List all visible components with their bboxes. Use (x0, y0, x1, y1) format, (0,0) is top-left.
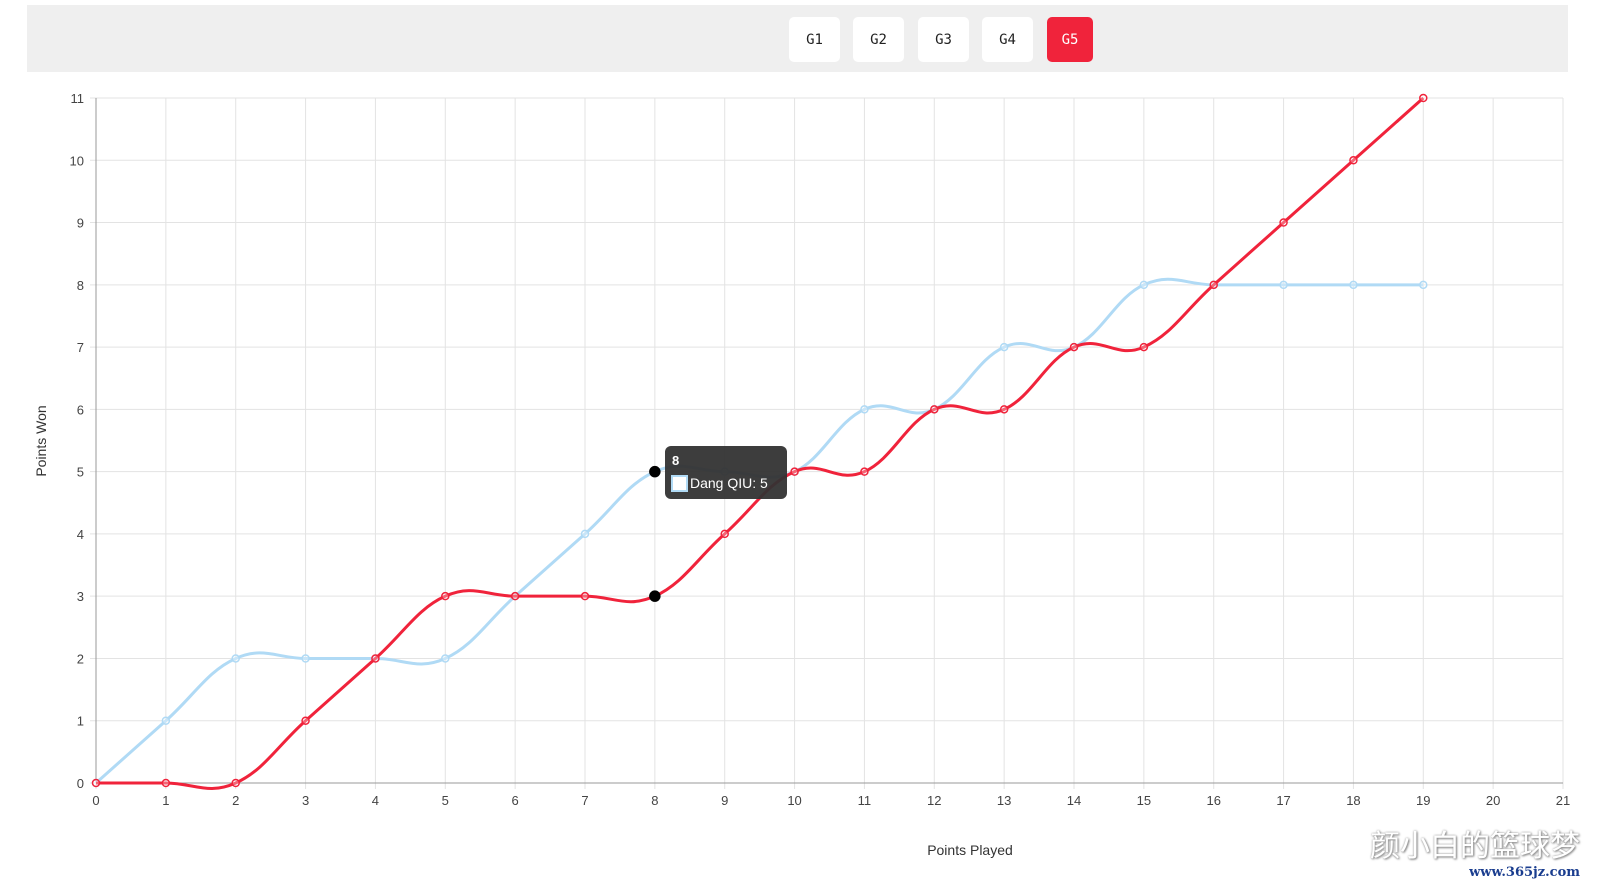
data-point[interactable] (580, 529, 590, 539)
game-5-button[interactable]: G5 (1047, 17, 1093, 62)
x-tick-label: 0 (92, 793, 99, 808)
x-tick-label: 17 (1276, 793, 1290, 808)
data-point[interactable] (580, 591, 590, 601)
y-tick-label: 11 (71, 91, 85, 106)
x-tick-label: 2 (232, 793, 239, 808)
game-3-button[interactable]: G3 (918, 17, 969, 62)
y-tick-label: 6 (77, 402, 84, 417)
data-point[interactable] (860, 467, 869, 476)
watermark: 颜小白的篮球梦 www.365jz.com (1370, 821, 1580, 880)
data-point[interactable] (161, 716, 171, 725)
y-tick-label: 3 (77, 589, 84, 604)
y-tick-label: 1 (77, 714, 84, 729)
series-line-0 (95, 277, 1424, 785)
x-tick-label: 18 (1346, 793, 1360, 808)
data-point[interactable] (301, 716, 310, 725)
x-tick-label: 8 (651, 793, 658, 808)
data-point[interactable] (91, 778, 101, 788)
data-point[interactable] (231, 654, 240, 663)
data-point[interactable] (1209, 280, 1218, 290)
x-tick-label: 15 (1137, 793, 1151, 808)
x-tick-label: 10 (787, 793, 801, 808)
x-tick-label: 5 (442, 793, 449, 808)
data-point[interactable] (999, 405, 1009, 414)
x-tick-label: 6 (512, 793, 519, 808)
x-tick-label: 4 (372, 793, 379, 808)
x-tick-label: 1 (162, 793, 169, 808)
data-point[interactable] (371, 654, 380, 663)
x-tick-label: 11 (858, 793, 872, 808)
data-point[interactable] (441, 591, 450, 601)
tooltip: 8 Dang QIU: 5 (665, 446, 787, 499)
data-point[interactable] (999, 342, 1009, 352)
game-4-button[interactable]: G4 (982, 17, 1033, 62)
x-tick-label: 3 (302, 793, 309, 808)
data-point[interactable] (860, 405, 869, 414)
y-tick-label: 5 (77, 465, 84, 480)
data-point[interactable] (1279, 218, 1288, 227)
data-point[interactable] (161, 778, 171, 788)
y-tick-label: 7 (77, 340, 84, 355)
y-axis-label: Points Won (33, 405, 49, 476)
data-point[interactable] (1419, 280, 1428, 290)
x-tick-label: 19 (1416, 793, 1430, 808)
data-point[interactable] (790, 467, 799, 476)
data-point[interactable] (1349, 280, 1358, 290)
y-tick-label: 10 (70, 153, 84, 168)
series (91, 93, 1428, 791)
tooltip-title: 8 (672, 453, 679, 468)
data-point[interactable] (441, 654, 450, 663)
y-tick-label: 4 (77, 527, 84, 542)
data-point[interactable] (301, 654, 310, 663)
x-tick-label: 9 (721, 793, 728, 808)
y-tick-label: 9 (77, 216, 84, 231)
game-selector-bar: G1 G2 G3 G4 G5 (27, 5, 1568, 72)
data-point[interactable] (1069, 342, 1079, 352)
data-point[interactable] (1139, 280, 1149, 290)
data-point[interactable] (1139, 342, 1149, 352)
data-point[interactable] (231, 778, 240, 788)
watermark-text: 颜小白的篮球梦 (1370, 829, 1580, 864)
y-tick-label: 2 (77, 651, 84, 666)
x-axis-label: Points Played (927, 842, 1013, 858)
x-tick-label: 13 (997, 793, 1011, 808)
data-point[interactable] (1279, 280, 1288, 290)
x-tick-label: 20 (1486, 793, 1500, 808)
x-tick-label: 12 (927, 793, 941, 808)
x-tick-label: 21 (1556, 793, 1570, 808)
axis-ticks: 0 1 2 3 4 5 6 7 8 9 10 11 12 13 14 15 16 17 18 19 20 21012345… (70, 91, 1571, 808)
x-tick-label: 16 (1206, 793, 1220, 808)
x-tick-label: 14 (1067, 793, 1081, 808)
y-tick-label: 0 (77, 776, 84, 791)
x-tick-label: 7 (581, 793, 588, 808)
data-point[interactable] (649, 465, 661, 478)
tooltip-swatch (671, 475, 688, 492)
game-2-button[interactable]: G2 (853, 17, 904, 62)
watermark-url: www.365jz.com (1469, 865, 1580, 880)
data-point[interactable] (1419, 93, 1428, 103)
data-point[interactable] (649, 590, 661, 602)
data-point[interactable] (510, 591, 520, 601)
data-point[interactable] (720, 529, 729, 539)
y-tick-label: 8 (77, 278, 84, 293)
tooltip-label: Dang QIU: 5 (690, 475, 768, 491)
data-point[interactable] (1349, 156, 1358, 165)
series-line-1 (95, 96, 1425, 791)
data-point[interactable] (930, 405, 939, 414)
game-1-button[interactable]: G1 (789, 17, 840, 62)
